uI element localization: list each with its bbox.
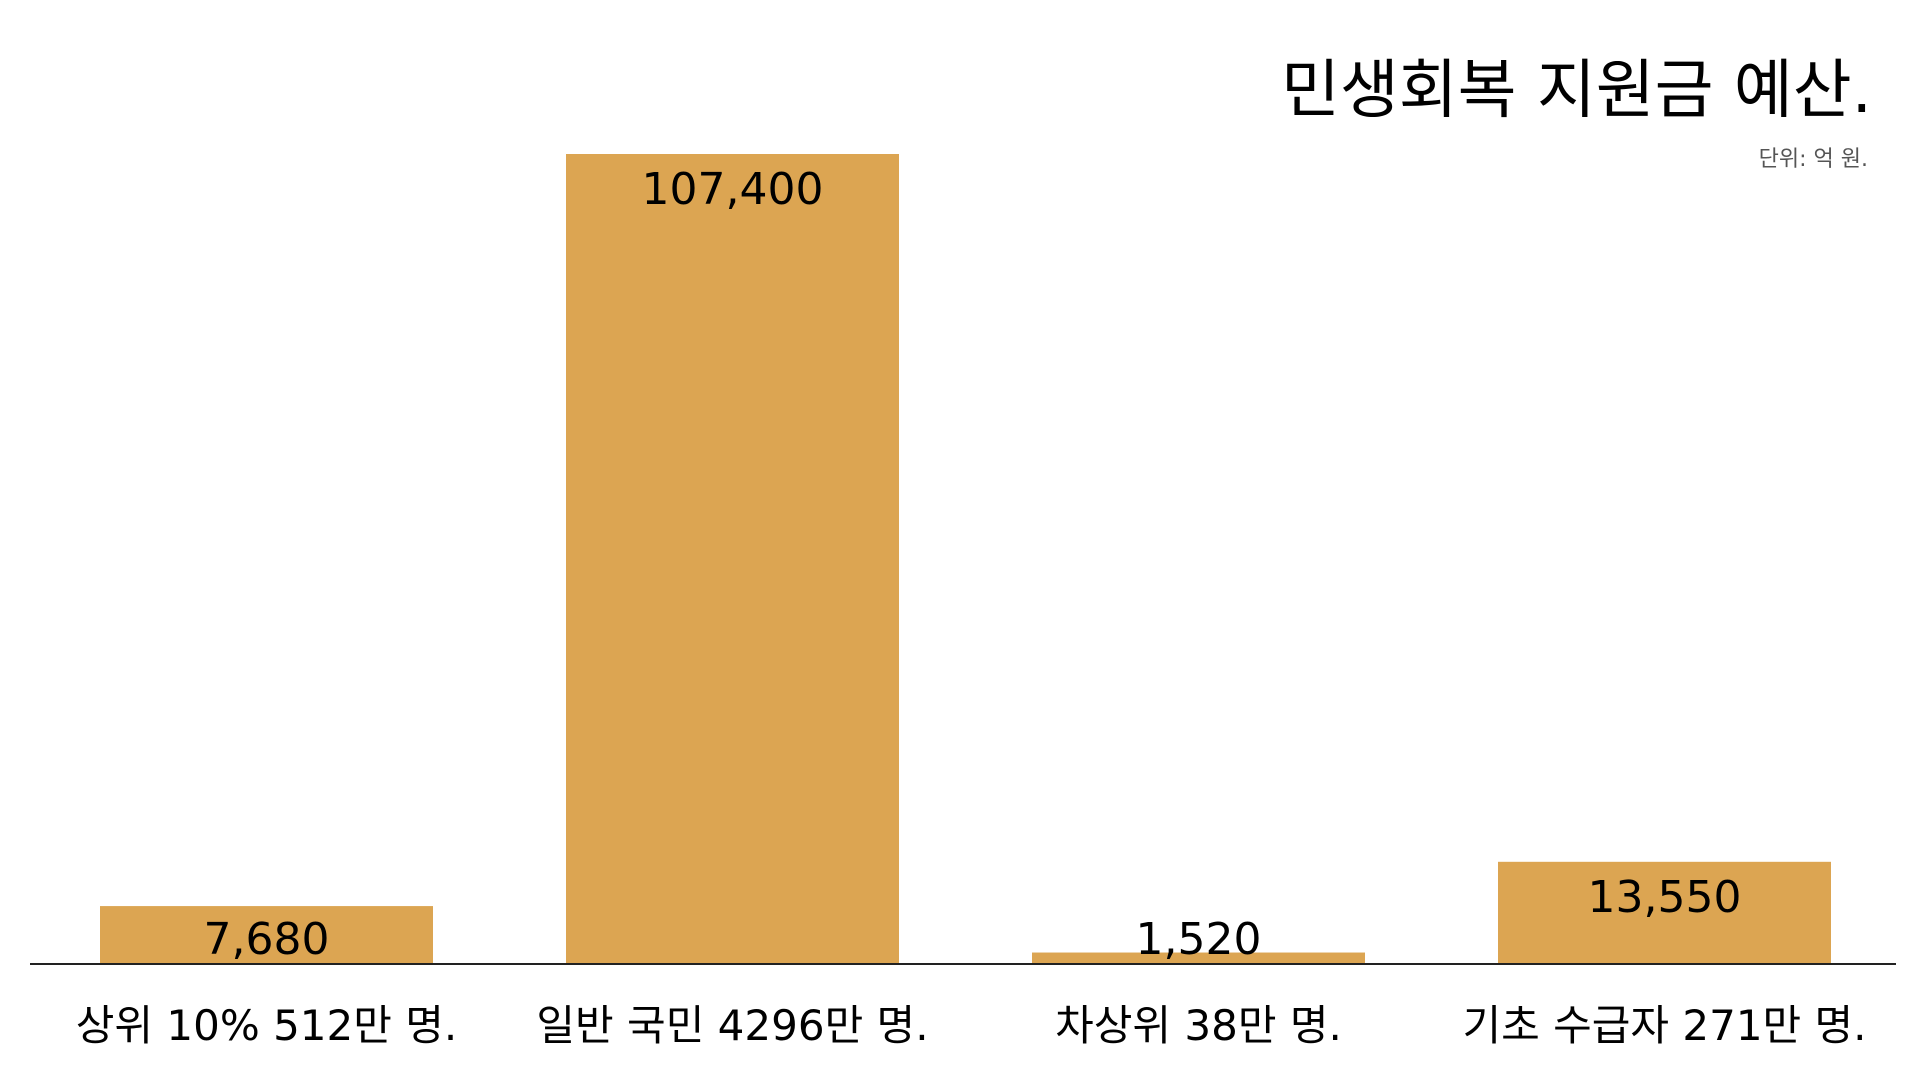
bar-value-label: 7,680 xyxy=(204,914,330,965)
category-label: 기초 수급자 271만 명. xyxy=(1462,1001,1866,1050)
bar xyxy=(566,154,899,964)
bar xyxy=(1498,861,1831,964)
bar xyxy=(100,906,433,964)
bars-layer: 7,680 상위 10% 512만 명. 107,400 일반 국민 4296만 명.… xyxy=(76,154,1867,1050)
bar xyxy=(1032,952,1365,964)
category-label: 일반 국민 4296만 명. xyxy=(536,1001,928,1050)
category-label: 차상위 38만 명. xyxy=(1055,1001,1342,1050)
chart-title: 민생회복 지원금 예산. xyxy=(1281,54,1872,128)
category-label: 상위 10% 512만 명. xyxy=(76,1001,457,1050)
bar-value-label: 107,400 xyxy=(642,164,824,215)
bar-value-label: 13,550 xyxy=(1588,872,1742,923)
bar-value-label: 1,520 xyxy=(1136,914,1262,965)
chart-subtitle: 단위: 억 원. xyxy=(1759,147,1868,172)
